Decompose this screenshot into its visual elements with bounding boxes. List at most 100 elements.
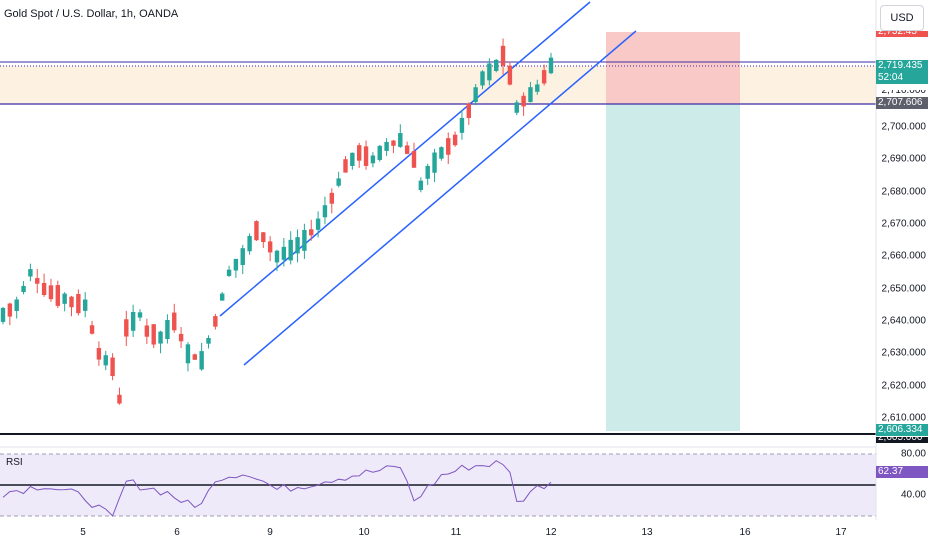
- candle-body: [144, 325, 150, 337]
- candle-body: [69, 296, 74, 308]
- candle-body: [89, 325, 95, 334]
- target-price-tag: 2,606.334: [876, 424, 928, 436]
- candle-body: [247, 236, 252, 252]
- support-price-tag: 2,605.000: [876, 437, 928, 443]
- time-label: 17: [835, 527, 847, 538]
- candle-body: [309, 229, 314, 236]
- time-label: 10: [358, 527, 370, 538]
- rsi-tick: 40.00: [900, 489, 926, 501]
- candle-body: [130, 312, 136, 331]
- candle-body: [35, 278, 40, 284]
- price-tick: 2,700.000: [881, 121, 927, 133]
- rsi-tick: 80.00: [900, 448, 926, 460]
- candle-body: [411, 151, 417, 168]
- price-tick: 2,630.000: [881, 347, 927, 359]
- price-tick: 2,610.000: [881, 412, 927, 424]
- candle-body: [158, 331, 163, 344]
- rsi-axis[interactable]: 80.00 62.37 40.00: [876, 447, 932, 520]
- candle-body: [137, 312, 143, 318]
- take-profit-zone: [606, 104, 740, 431]
- candle-body: [254, 221, 259, 241]
- price-tick: 2,650.000: [881, 283, 927, 295]
- countdown-tag: 52:04: [876, 72, 928, 84]
- candle-body: [541, 70, 547, 84]
- candle-body: [357, 145, 362, 161]
- time-label: 13: [641, 527, 653, 538]
- candle-body: [418, 180, 424, 191]
- candle-body: [494, 59, 499, 71]
- candle-body: [548, 57, 554, 74]
- candle-body: [377, 145, 382, 160]
- candle-body: [487, 63, 492, 81]
- time-label: 6: [174, 527, 180, 538]
- candle-body: [0, 307, 6, 322]
- candle-body: [213, 316, 218, 327]
- rsi-label: RSI: [6, 457, 23, 468]
- candle-body: [281, 246, 287, 260]
- candle-body: [14, 299, 19, 311]
- candle-body: [315, 218, 321, 230]
- candle-body: [452, 134, 458, 146]
- currency-button[interactable]: USD: [880, 5, 924, 31]
- candle-body: [220, 293, 225, 301]
- stop-loss-zone: [606, 32, 740, 104]
- price-axis[interactable]: 2,700.000 2,690.000 2,680.000 2,670.000 …: [876, 0, 932, 446]
- candle-body: [233, 258, 239, 271]
- candle-body: [165, 320, 170, 339]
- price-tick: 2,640.000: [881, 315, 927, 327]
- candle-body: [370, 155, 376, 164]
- candle-body: [240, 248, 245, 266]
- candle-body: [124, 319, 129, 337]
- channel-lower-line[interactable]: [243, 30, 637, 366]
- supply-band: [0, 66, 876, 104]
- time-label: 11: [450, 527, 462, 538]
- price-tick: 2,670.000: [881, 218, 927, 230]
- candle-body: [473, 87, 478, 102]
- candle-body: [322, 205, 328, 218]
- channel-upper-line[interactable]: [219, 1, 591, 317]
- stop-price-tag: 2,732.45: [876, 31, 928, 37]
- time-label: 9: [267, 527, 273, 538]
- candle-body: [514, 102, 519, 113]
- candle-body: [55, 285, 60, 306]
- candle-body: [343, 159, 348, 173]
- candle-body: [425, 165, 430, 179]
- candle-body: [274, 250, 280, 263]
- candle-body: [151, 324, 156, 345]
- candle-body: [446, 138, 451, 155]
- candle-body: [480, 71, 485, 86]
- time-label: 16: [739, 527, 751, 538]
- candle-body: [391, 140, 396, 146]
- candle-body: [178, 333, 184, 342]
- candle-body: [103, 355, 108, 366]
- candle-body: [172, 312, 177, 331]
- candle-body: [350, 152, 355, 166]
- price-tick-partial: 2,710.000: [881, 90, 927, 96]
- candle-body: [521, 95, 526, 107]
- candle-body: [302, 229, 307, 251]
- candle-body: [507, 65, 513, 85]
- candle-body: [199, 351, 204, 370]
- candle-body: [267, 241, 273, 253]
- time-label: 5: [80, 527, 86, 538]
- candle-body: [466, 103, 471, 118]
- candle-body: [384, 141, 389, 151]
- price-tick: 2,660.000: [881, 250, 927, 262]
- time-axis[interactable]: 5 6 9 10 11 12 13 16 17: [0, 520, 876, 550]
- price-tick: 2,690.000: [881, 153, 927, 165]
- candle-body: [288, 239, 293, 261]
- candle-body: [261, 232, 266, 243]
- current-price-tag: 2,719.435: [876, 60, 928, 72]
- candle-body: [206, 337, 211, 344]
- candle-body: [336, 178, 341, 186]
- candle-body: [28, 269, 33, 277]
- candle-body: [295, 237, 300, 254]
- candle-body: [500, 45, 506, 66]
- candle-body: [528, 87, 533, 103]
- candle-body: [41, 282, 47, 296]
- candle-body: [83, 299, 88, 311]
- candle-body: [329, 192, 334, 204]
- candle-body: [404, 145, 410, 154]
- candle-body: [535, 84, 540, 92]
